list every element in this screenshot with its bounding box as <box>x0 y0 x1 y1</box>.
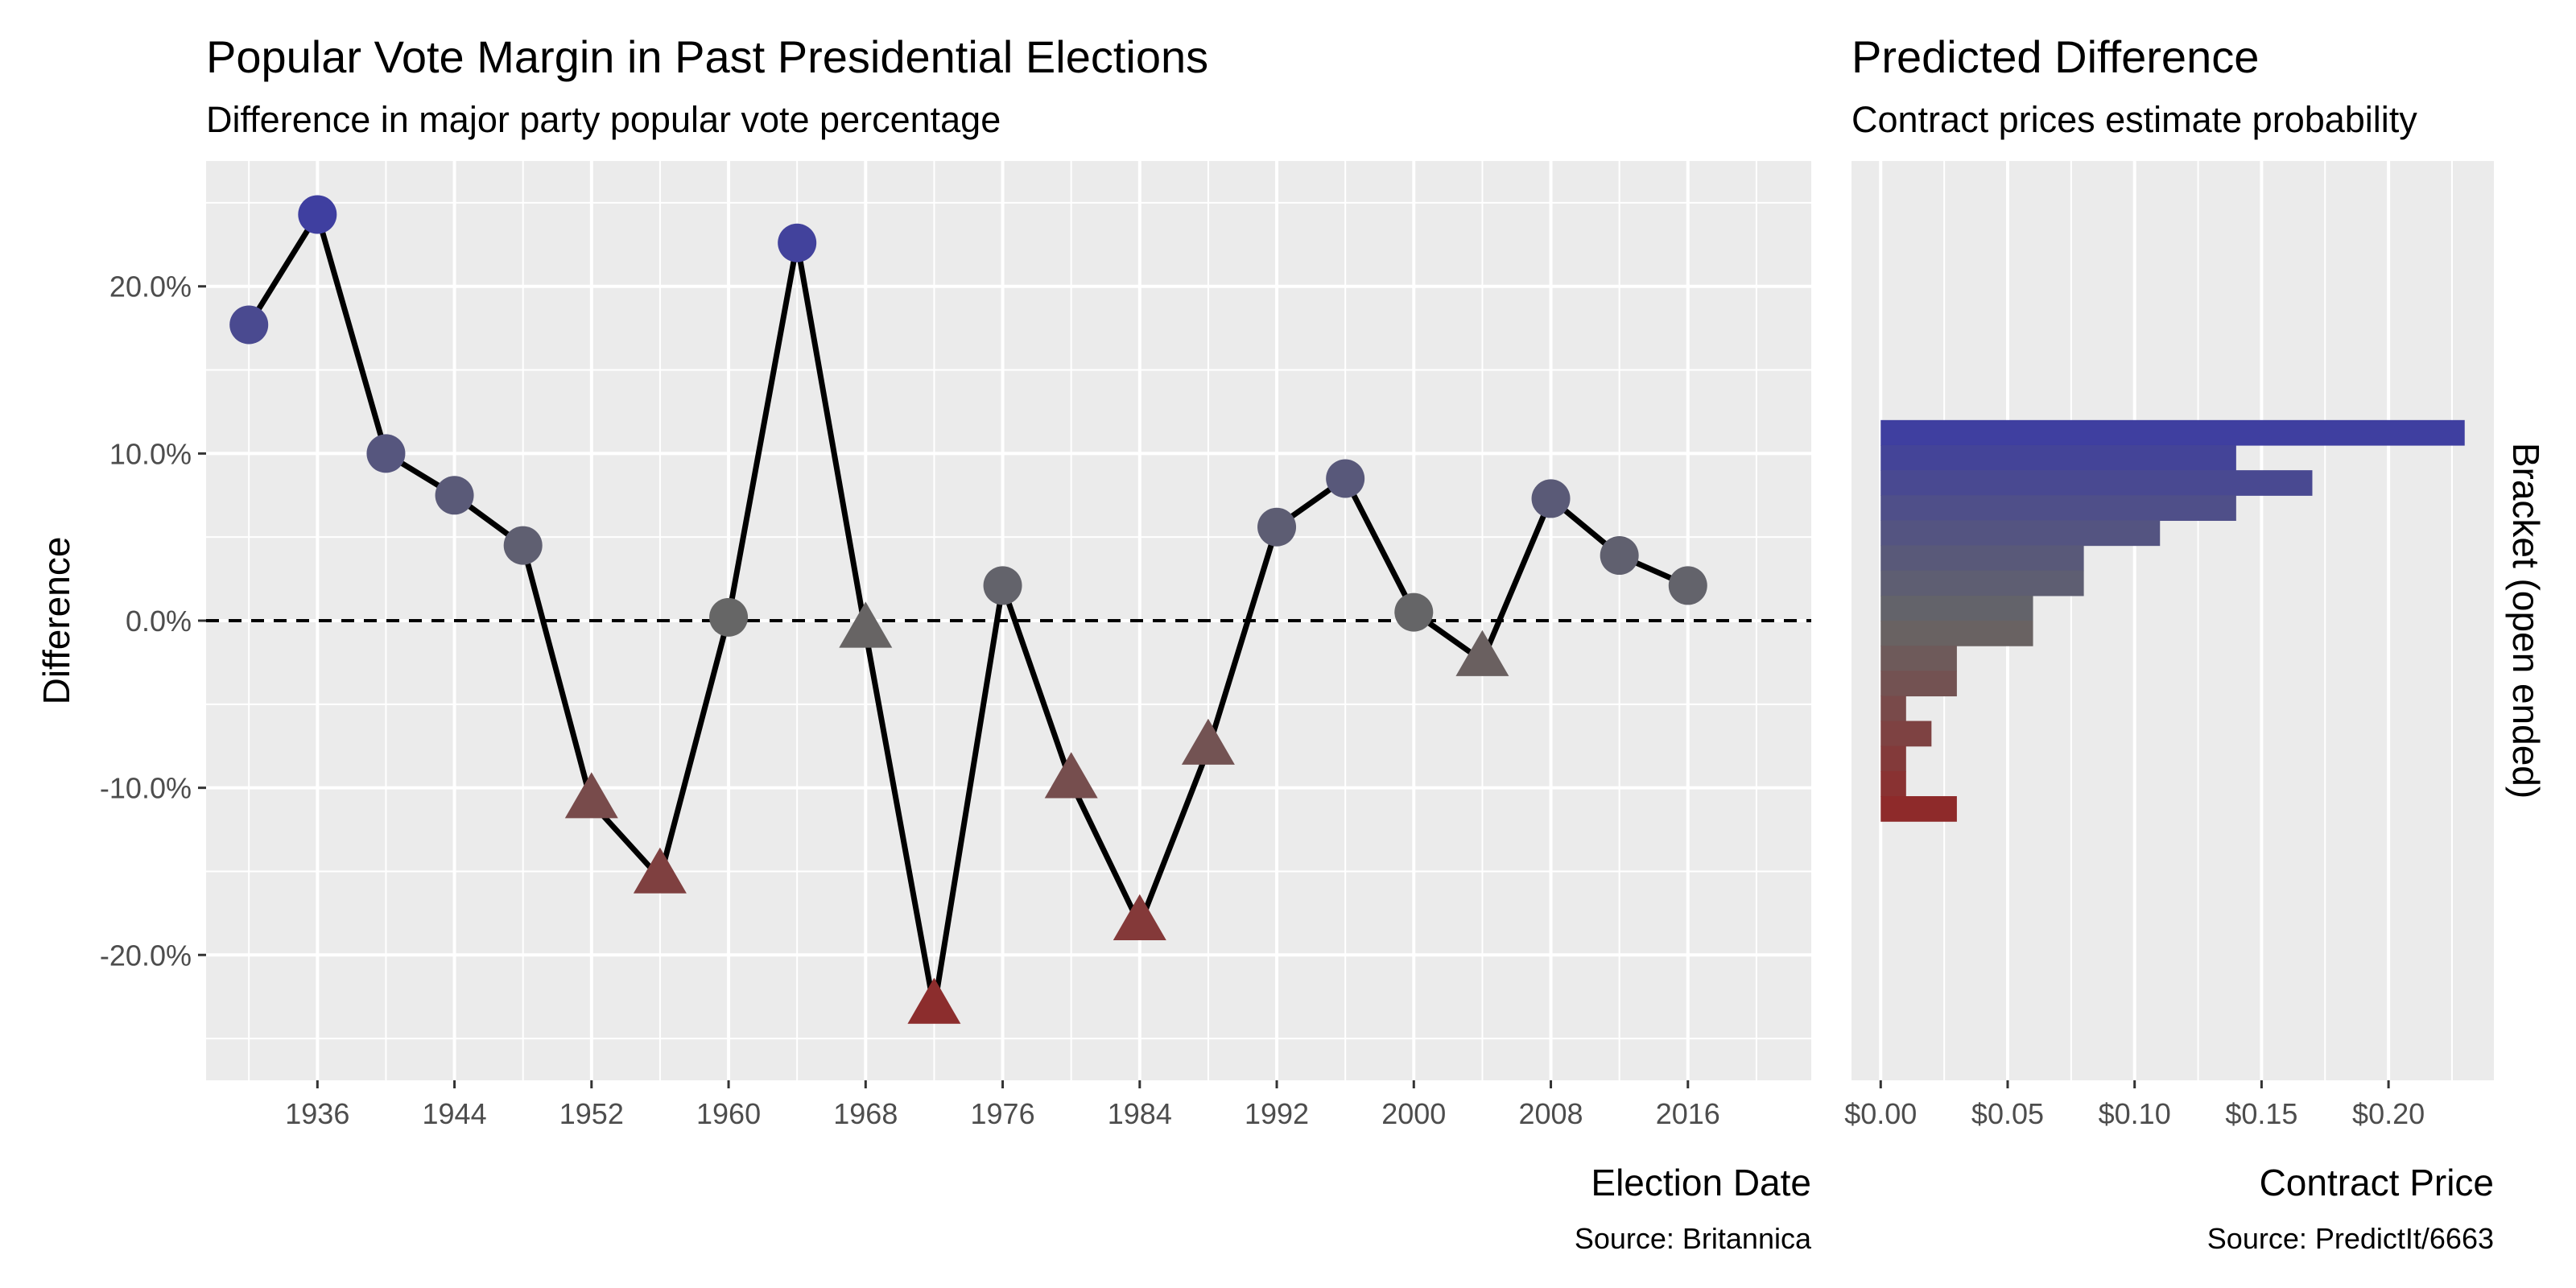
vote-margin-point <box>907 977 961 1024</box>
vote-margin-point <box>839 601 893 648</box>
vote-margin-point <box>709 597 749 637</box>
vote-margin-point <box>1600 536 1639 576</box>
bracket-bar <box>1880 545 2084 572</box>
x-tick-label: $0.10 <box>2099 1097 2171 1130</box>
vote-margin-y-axis: 20.0% 10.0% 0.0% -10.0% -20.0% <box>100 270 206 972</box>
bracket-bar <box>1880 720 1932 747</box>
bracket-bar <box>1880 570 2084 597</box>
vote-margin-point <box>564 772 618 819</box>
bracket-bar <box>1880 470 2313 496</box>
vote-margin-points <box>229 195 1707 1024</box>
y-tick-label: -10.0% <box>100 772 192 805</box>
vote-margin-point <box>1044 752 1098 799</box>
x-tick-label: 2000 <box>1381 1097 1446 1130</box>
vote-margin-point <box>1326 459 1365 498</box>
y-tick-label: 0.0% <box>126 605 192 638</box>
vote-margin-point <box>1394 592 1434 632</box>
vote-margin-point <box>1455 630 1509 676</box>
bracket-bar <box>1880 796 1957 822</box>
bracket-bar <box>1880 671 1957 697</box>
bracket-bar <box>1880 444 2236 471</box>
vote-margin-chart-subtitle: Difference in major party popular vote p… <box>206 99 1001 140</box>
x-tick-label: 2008 <box>1518 1097 1583 1130</box>
x-tick-label: $0.00 <box>1844 1097 1917 1130</box>
x-tick-label: $0.05 <box>1971 1097 2044 1130</box>
x-tick-label: 1944 <box>423 1097 487 1130</box>
predicted-difference-subtitle: Contract prices estimate probability <box>1852 99 2417 140</box>
vote-margin-caption: Source: Britannica <box>1575 1222 1812 1255</box>
x-tick-label: $0.15 <box>2225 1097 2297 1130</box>
vote-margin-point <box>435 476 474 515</box>
vote-margin-point <box>366 434 406 473</box>
x-tick-label: 2016 <box>1656 1097 1720 1130</box>
x-tick-label: 1976 <box>971 1097 1035 1130</box>
predicted-difference-title: Predicted Difference <box>1852 31 2259 82</box>
x-tick-label: 1936 <box>285 1097 349 1130</box>
vote-margin-point <box>983 566 1022 605</box>
vote-margin-y-axis-title: Difference <box>35 537 77 705</box>
y-tick-label: 10.0% <box>109 437 192 470</box>
vote-margin-x-axis-title: Election Date <box>1591 1162 1811 1203</box>
vote-margin-point <box>229 305 269 345</box>
bracket-bar <box>1880 646 1957 671</box>
vote-margin-series-line <box>246 211 1690 1012</box>
y-tick-label: 20.0% <box>109 270 192 303</box>
vote-margin-point <box>1181 718 1235 765</box>
predicted-difference-chart: $0.00 $0.05 $0.10 $0.15 $0.20 Predicted Diff… <box>1844 31 2547 1255</box>
predicted-difference-minor-gridlines <box>1943 161 2453 1080</box>
bracket-bar <box>1880 770 1906 797</box>
vote-margin-point <box>1113 894 1166 940</box>
vote-margin-point <box>298 195 337 234</box>
bracket-bar <box>1880 419 2465 446</box>
vote-margin-point <box>633 847 687 894</box>
x-tick-label: 1952 <box>559 1097 624 1130</box>
vote-margin-point <box>503 526 543 565</box>
x-tick-label: 1960 <box>696 1097 761 1130</box>
y-tick-label: -20.0% <box>100 939 192 972</box>
x-tick-label: 1992 <box>1245 1097 1309 1130</box>
predicted-difference-caption: Source: PredictIt/6663 <box>2207 1222 2494 1255</box>
bracket-bar <box>1880 621 2033 646</box>
vote-margin-point <box>778 223 817 262</box>
bracket-bar <box>1880 520 2161 547</box>
vote-margin-chart-title: Popular Vote Margin in Past Presidential… <box>206 31 1208 82</box>
bracket-bar <box>1880 495 2236 522</box>
predicted-difference-y-axis-title: Bracket (open ended) <box>2505 443 2547 799</box>
predicted-difference-x-axis-title: Contract Price <box>2260 1162 2494 1203</box>
vote-margin-point <box>1668 566 1707 605</box>
vote-margin-point <box>1531 479 1571 518</box>
vote-margin-chart: 20.0%10.0%0.0%-10.0%-20.0% 1936 1944 1952 1… <box>35 31 1812 1255</box>
vote-margin-x-axis: 1936 1944 1952 1960 1968 1976 1984 1992 2000 2008… <box>285 1080 1720 1130</box>
predicted-difference-bars <box>1880 419 2465 822</box>
bracket-bar <box>1880 595 2033 621</box>
x-tick-label: $0.20 <box>2352 1097 2425 1130</box>
x-tick-label: 1968 <box>833 1097 898 1130</box>
bracket-bar <box>1880 745 1906 772</box>
predicted-difference-x-axis: $0.00 $0.05 $0.10 $0.15 $0.20 <box>1844 1080 2425 1130</box>
vote-margin-point <box>1257 507 1297 547</box>
bracket-bar <box>1880 696 1906 722</box>
x-tick-label: 1984 <box>1108 1097 1172 1130</box>
